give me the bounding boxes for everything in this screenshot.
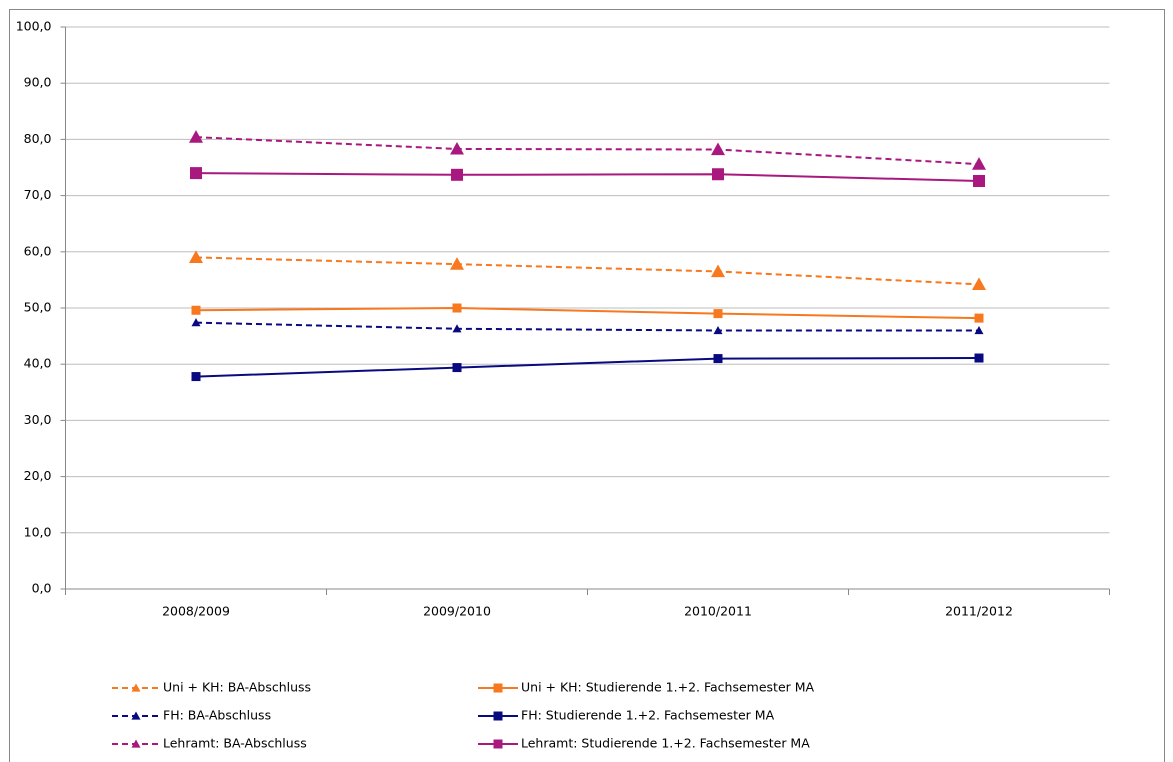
x-tick-label: 2010/2011 <box>684 604 752 619</box>
data-point <box>451 168 463 181</box>
legend-marker <box>131 739 141 748</box>
y-tick-label: 70,0 <box>24 187 52 202</box>
y-tick-label: 90,0 <box>24 75 52 90</box>
data-point <box>191 318 201 327</box>
x-tick-label: 2008/2009 <box>162 604 230 619</box>
series-line <box>195 357 980 378</box>
data-point <box>452 303 462 313</box>
legend-label: Lehramt: Studierende 1.+2. Fachsemester … <box>521 736 810 751</box>
data-point <box>191 305 201 315</box>
legend-label: Lehramt: BA-Abschluss <box>163 736 307 751</box>
legend-label: FH: BA-Abschluss <box>163 708 271 723</box>
data-point <box>452 363 462 373</box>
y-tick-label: 20,0 <box>24 468 52 483</box>
legend-marker <box>493 739 503 749</box>
series-line <box>195 321 979 332</box>
series-line <box>195 306 980 320</box>
data-point <box>450 257 464 270</box>
data-point <box>974 353 984 363</box>
chart-border <box>9 9 1165 762</box>
data-point <box>189 250 203 264</box>
data-point <box>972 157 986 170</box>
legend-marker <box>131 683 141 692</box>
y-tick-label: 60,0 <box>24 243 52 258</box>
data-point <box>713 309 723 319</box>
legend-marker <box>493 711 503 721</box>
legend-marker <box>131 711 141 720</box>
y-tick-label: 30,0 <box>24 412 52 427</box>
y-tick-label: 50,0 <box>24 300 52 315</box>
data-point <box>974 313 984 323</box>
data-point <box>974 325 984 335</box>
legend-label: FH: Studierende 1.+2. Fachsemester MA <box>521 708 775 723</box>
y-tick-label: 100,0 <box>16 19 52 34</box>
series-line <box>195 172 980 182</box>
series-line <box>195 256 980 286</box>
x-tick-label: 2011/2012 <box>945 604 1013 619</box>
data-point <box>711 142 725 156</box>
data-point <box>190 167 202 180</box>
legend-label: Uni + KH: Studierende 1.+2. Fachsemester… <box>521 680 815 695</box>
legend-label: Uni + KH: BA-Abschluss <box>163 680 311 695</box>
series-line <box>195 136 980 166</box>
data-point <box>713 354 723 364</box>
data-point <box>189 130 203 143</box>
data-point <box>972 277 986 290</box>
data-point <box>450 141 464 155</box>
data-point <box>973 174 985 187</box>
data-point <box>452 324 462 333</box>
data-point <box>712 168 724 181</box>
y-tick-label: 10,0 <box>24 524 52 539</box>
data-point <box>713 325 723 335</box>
x-tick-label: 2009/2010 <box>423 604 491 619</box>
y-tick-label: 40,0 <box>24 356 52 371</box>
data-point <box>191 372 201 382</box>
y-tick-label: 0,0 <box>32 581 52 596</box>
data-point <box>711 264 725 278</box>
y-tick-label: 80,0 <box>24 131 52 146</box>
legend-marker <box>493 683 503 693</box>
